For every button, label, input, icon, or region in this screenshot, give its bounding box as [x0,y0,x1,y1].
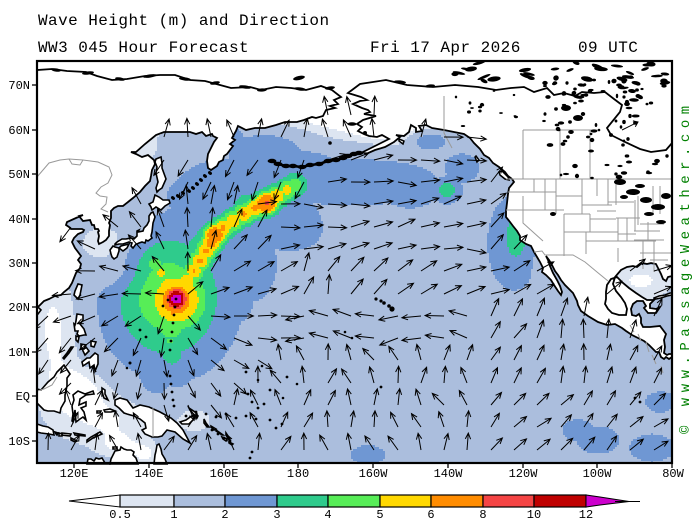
svg-text:EQ: EQ [16,390,30,404]
svg-text:10: 10 [527,508,541,522]
svg-text:12: 12 [579,508,593,522]
svg-text:2: 2 [221,508,228,522]
svg-text:70N: 70N [8,79,30,93]
svg-text:1 80: 1 80 [287,467,309,481]
svg-text:8: 8 [479,508,486,522]
svg-text:80W: 80W [662,467,684,481]
svg-text:60N: 60N [8,124,30,138]
svg-text:100W: 100W [583,467,613,481]
svg-text:3: 3 [273,508,280,522]
svg-text:120W: 120W [509,467,539,481]
svg-text:10N: 10N [8,346,30,360]
svg-text:5: 5 [376,508,383,522]
svg-text:30N: 30N [8,257,30,271]
svg-text:20N: 20N [8,301,30,315]
svg-text:140E: 140E [135,467,164,481]
svg-text:4: 4 [324,508,331,522]
svg-text:50N: 50N [8,168,30,182]
svg-text:140W: 140W [434,467,464,481]
svg-text:0.5: 0.5 [109,508,131,522]
svg-text:1: 1 [170,508,177,522]
svg-text:160E: 160E [210,467,239,481]
svg-text:40N: 40N [8,213,30,227]
svg-text:10S: 10S [8,435,30,449]
svg-text:120E: 120E [60,467,89,481]
svg-text:160W: 160W [359,467,389,481]
svg-text:6: 6 [427,508,434,522]
